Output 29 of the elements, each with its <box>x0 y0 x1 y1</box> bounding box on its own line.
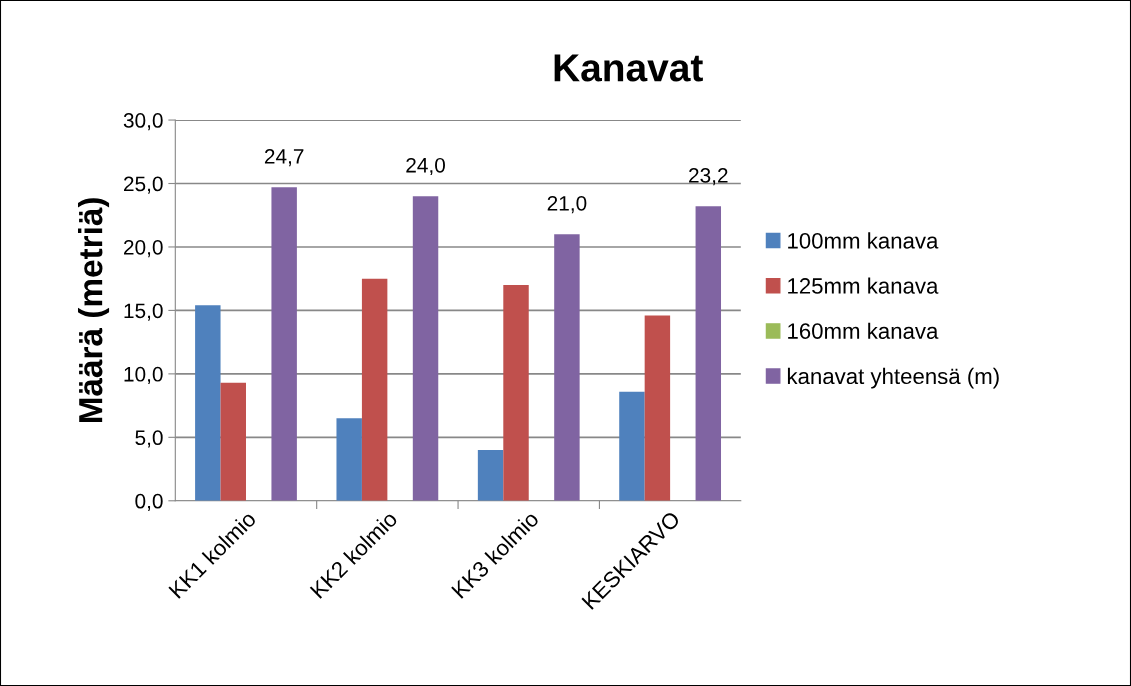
bar <box>644 315 671 501</box>
y-tick-label: 20,0 <box>124 239 163 258</box>
data-label: 24,7 <box>264 149 304 167</box>
y-tick-label: 15,0 <box>124 303 163 321</box>
legend-label: 160mm kanava <box>788 322 939 339</box>
y-tick-label: 0,0 <box>135 493 163 511</box>
bar <box>477 450 504 501</box>
bar <box>220 382 246 501</box>
y-tick-label: 10,0 <box>124 366 163 385</box>
chart-title: Kanavat <box>554 54 703 82</box>
y-axis-title: Määrä (metriä) <box>77 198 110 423</box>
bar <box>195 305 221 501</box>
y-tick-label: 5,0 <box>135 430 163 448</box>
legend-label: 125mm kanava <box>788 277 939 294</box>
bar <box>619 391 645 501</box>
bar <box>554 234 580 501</box>
bar <box>412 196 439 501</box>
legend-label: kanavat yhteensä (m) <box>787 367 999 389</box>
bar <box>695 206 722 501</box>
y-tick-label: 25,0 <box>124 176 163 194</box>
data-label: 23,2 <box>689 168 728 186</box>
bar <box>503 285 529 501</box>
bar <box>361 278 388 501</box>
bar <box>336 418 362 501</box>
legend-label: 100mm kanava <box>788 232 939 249</box>
bar <box>271 187 297 501</box>
data-label: 21,0 <box>547 195 587 214</box>
data-label: 24,0 <box>406 157 445 176</box>
y-tick-label: 30,0 <box>123 113 163 131</box>
